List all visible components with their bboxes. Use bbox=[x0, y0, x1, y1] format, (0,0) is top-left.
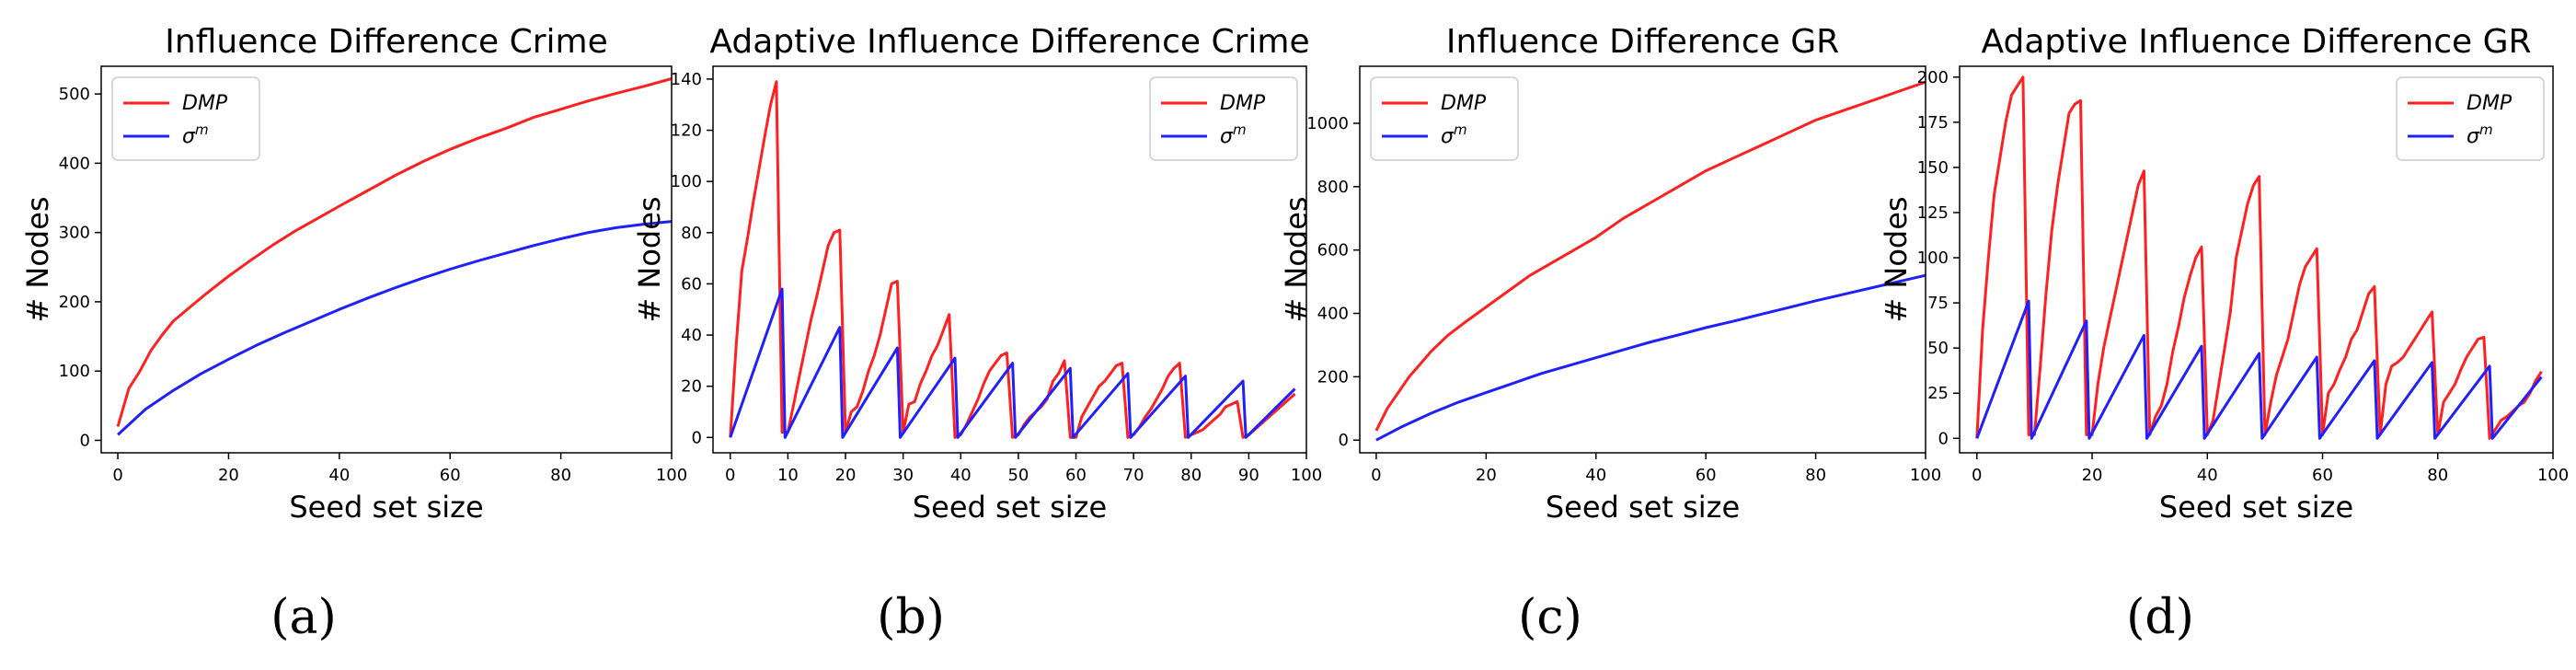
chart-2-xtick-label: 80 bbox=[1180, 466, 1202, 485]
chart-2-ytick-label: 0 bbox=[692, 428, 702, 447]
chart-2-xtick-label: 30 bbox=[892, 466, 914, 485]
chart-3-axes-frame bbox=[1359, 65, 1926, 454]
chart-2-xtick-label: 60 bbox=[1065, 466, 1087, 485]
chart-1-xtick-label: 0 bbox=[112, 466, 122, 485]
chart-3-ytick-label: 0 bbox=[1339, 431, 1349, 450]
chart-1-legend-label-sigma-m: σm bbox=[182, 121, 209, 148]
chart-3-xtick-label: 0 bbox=[1371, 466, 1381, 485]
chart-1-ytick-label: 500 bbox=[59, 85, 90, 104]
chart-2-title: Adaptive Influence Difference Crime bbox=[709, 23, 1309, 61]
chart-2-ytick-label: 100 bbox=[671, 172, 702, 191]
chart-2-axes-frame bbox=[712, 65, 1307, 454]
chart-4-series-dmp-line bbox=[1975, 75, 2543, 440]
chart-3-ytick-label: 800 bbox=[1317, 178, 1349, 197]
chart-1-legend-label-dmp: DMP bbox=[182, 92, 228, 115]
chart-3-ytick-label: 600 bbox=[1317, 241, 1349, 260]
chart-4-series-sigma-m-line bbox=[1975, 299, 2543, 440]
chart-1-xtick-label: 80 bbox=[550, 466, 571, 485]
chart-3-caption: (c) bbox=[1518, 590, 1582, 645]
chart-3-ytick-label: 1000 bbox=[1306, 114, 1349, 133]
chart-1-ylabel: # Nodes bbox=[20, 196, 55, 322]
chart-3-ytick-label: 200 bbox=[1317, 367, 1349, 387]
chart-2-xlabel: Seed set size bbox=[913, 490, 1107, 525]
chart-4-axes-frame bbox=[1959, 65, 2554, 454]
chart-4-legend-box bbox=[2396, 76, 2545, 161]
chart-4-ytick-label: 100 bbox=[1917, 248, 1949, 268]
chart-3-legend-box bbox=[1370, 76, 1519, 161]
chart-1-axes-frame bbox=[100, 65, 673, 454]
chart-2-caption: (b) bbox=[877, 590, 945, 645]
chart-3-xlabel: Seed set size bbox=[1546, 490, 1740, 525]
chart-1-ytick-label: 200 bbox=[59, 293, 90, 312]
chart-2-ytick-label: 120 bbox=[671, 121, 702, 141]
chart-4-xtick-label: 60 bbox=[2312, 466, 2333, 485]
chart-1-xtick-label: 40 bbox=[328, 466, 350, 485]
chart-4-ytick-label: 0 bbox=[1938, 429, 1949, 448]
chart-4-ytick-label: 50 bbox=[1927, 339, 1949, 358]
chart-4-xtick-label: 0 bbox=[1972, 466, 1982, 485]
chart-1-series-dmp-line bbox=[116, 77, 673, 427]
chart-1-series-sigma-m-line bbox=[117, 220, 673, 436]
chart-4-ytick-label: 25 bbox=[1927, 384, 1949, 403]
chart-4-title: Adaptive Influence Difference GR bbox=[1982, 23, 2532, 61]
chart-3-xtick-label: 40 bbox=[1585, 466, 1606, 485]
chart-1-ytick-label: 100 bbox=[59, 362, 90, 381]
chart-2-xtick-label: 70 bbox=[1123, 466, 1144, 485]
chart-3-title: Influence Difference GR bbox=[1446, 23, 1839, 61]
chart-1-xtick-label: 100 bbox=[656, 466, 687, 485]
chart-3-legend-label-dmp: DMP bbox=[1441, 92, 1487, 115]
chart-3-xtick-label: 60 bbox=[1696, 466, 1717, 485]
chart-2-xtick-label: 10 bbox=[777, 466, 799, 485]
chart-2-xtick-label: 20 bbox=[835, 466, 857, 485]
chart-4-xtick-label: 20 bbox=[2082, 466, 2103, 485]
chart-4-ytick-label: 75 bbox=[1927, 294, 1949, 313]
chart-4-ytick-label: 150 bbox=[1917, 158, 1949, 178]
chart-2-xtick-label: 0 bbox=[725, 466, 735, 485]
chart-3-legend-label-sigma-m: σm bbox=[1441, 121, 1467, 148]
chart-1-caption: (a) bbox=[270, 590, 337, 645]
chart-2-ytick-label: 80 bbox=[681, 224, 702, 243]
chart-2-legend-label-sigma-m: σm bbox=[1220, 121, 1247, 148]
chart-3-xtick-label: 80 bbox=[1805, 466, 1826, 485]
chart-2-ytick-label: 20 bbox=[681, 377, 702, 397]
chart-3-ytick-label: 400 bbox=[1317, 305, 1349, 324]
chart-1-xtick-label: 20 bbox=[218, 466, 239, 485]
chart-4-ytick-label: 125 bbox=[1917, 203, 1949, 223]
chart-4-legend-label-sigma-m: σm bbox=[2467, 121, 2493, 148]
chart-1-xlabel: Seed set size bbox=[289, 490, 483, 525]
chart-2-ylabel: # Nodes bbox=[632, 196, 667, 322]
chart-4-xtick-label: 80 bbox=[2427, 466, 2448, 485]
chart-3-xtick-label: 100 bbox=[1910, 466, 1941, 485]
chart-4-ytick-label: 200 bbox=[1917, 68, 1949, 87]
chart-3-series-sigma-m-line bbox=[1375, 273, 1926, 442]
chart-2-legend-box bbox=[1149, 76, 1298, 161]
chart-4-ytick-label: 175 bbox=[1917, 113, 1949, 133]
chart-2-legend-label-dmp: DMP bbox=[1220, 92, 1266, 115]
chart-4-xtick-label: 100 bbox=[2537, 466, 2569, 485]
chart-4-caption: (d) bbox=[2126, 590, 2194, 645]
chart-2-xtick-label: 50 bbox=[1007, 466, 1029, 485]
chart-2-xtick-label: 90 bbox=[1238, 466, 1259, 485]
chart-3-xtick-label: 20 bbox=[1476, 466, 1497, 485]
chart-1-title: Influence Difference Crime bbox=[165, 23, 607, 61]
chart-1-ytick-label: 300 bbox=[59, 224, 90, 243]
chart-1-ytick-label: 0 bbox=[80, 431, 90, 450]
chart-2-xtick-label: 100 bbox=[1291, 466, 1322, 485]
chart-4-ylabel: # Nodes bbox=[1879, 196, 1914, 322]
chart-1-xtick-label: 60 bbox=[440, 466, 461, 485]
chart-1-legend-box bbox=[111, 76, 260, 161]
chart-4-xtick-label: 40 bbox=[2197, 466, 2218, 485]
chart-4-xlabel: Seed set size bbox=[2159, 490, 2353, 525]
chart-3-ylabel: # Nodes bbox=[1279, 196, 1314, 322]
chart-2-xtick-label: 40 bbox=[950, 466, 972, 485]
chart-2-series-dmp-line bbox=[729, 80, 1296, 439]
chart-2-series-sigma-m-line bbox=[729, 287, 1296, 439]
chart-1-ytick-label: 400 bbox=[59, 154, 90, 173]
chart-2-ytick-label: 40 bbox=[681, 326, 702, 345]
chart-2-ytick-label: 140 bbox=[671, 70, 702, 89]
chart-2-ytick-label: 60 bbox=[681, 274, 702, 294]
chart-4-legend-label-dmp: DMP bbox=[2467, 92, 2513, 115]
chart-3-series-dmp-line bbox=[1374, 80, 1926, 432]
